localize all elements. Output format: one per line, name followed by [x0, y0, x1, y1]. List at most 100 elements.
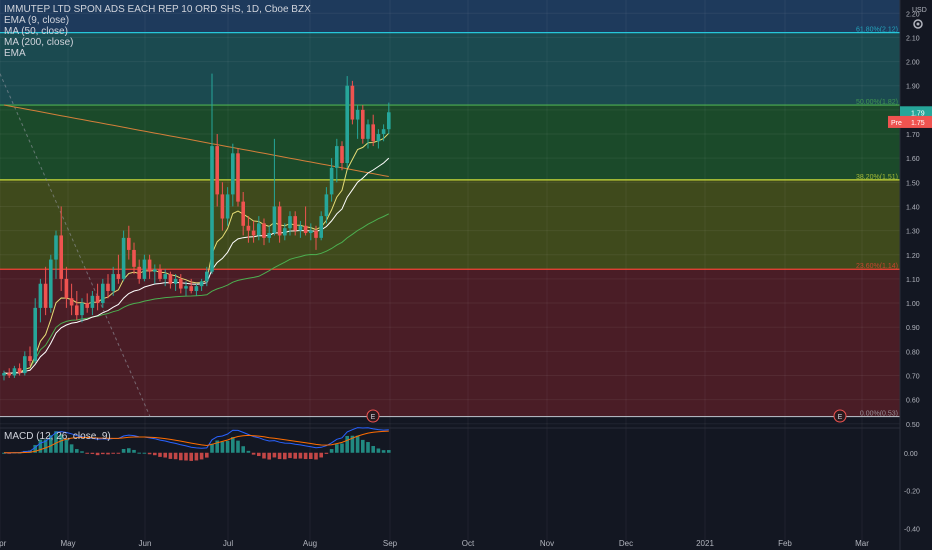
macd-histogram-bar	[28, 450, 32, 453]
macd-histogram-bar	[142, 452, 147, 454]
y-tick-label: 1.50	[906, 180, 920, 187]
macd-histogram-bar	[116, 452, 121, 454]
macd-histogram-bar	[132, 449, 136, 453]
chart-legend: IMMUTEP LTD SPON ADS EACH REP 10 ORD SHS…	[4, 4, 311, 59]
macd-histogram-bar	[49, 435, 53, 453]
y-tick-label: 1.30	[906, 229, 920, 236]
macd-histogram-bar	[194, 452, 199, 461]
indicator-ema[interactable]: EMA	[4, 48, 26, 59]
indicator-ma50[interactable]: MA (50, close)	[4, 26, 68, 37]
candle-body	[12, 368, 17, 376]
currency-label: USD	[912, 7, 927, 14]
y-tick-label: 1.00	[906, 301, 920, 308]
candle-body	[28, 356, 32, 362]
macd-histogram-bar	[251, 452, 256, 455]
macd-histogram-bar	[231, 437, 235, 453]
macd-histogram-bar	[101, 452, 105, 455]
macd-histogram-bar	[205, 452, 209, 458]
macd-histogram-bar	[153, 452, 157, 456]
candle-body	[376, 134, 381, 142]
macd-tick-label: 0.00	[904, 451, 918, 458]
earnings-marker	[833, 409, 847, 423]
candle-body	[355, 109, 360, 120]
candle-body	[329, 167, 334, 195]
macd-histogram-bar	[189, 452, 193, 461]
candle-body	[251, 230, 256, 236]
candle-body	[267, 233, 271, 238]
candle-body	[277, 206, 282, 236]
candle-body	[361, 109, 365, 139]
candle-body	[127, 237, 131, 250]
candle-body	[387, 112, 391, 130]
macd-histogram-bar	[158, 452, 162, 457]
macd-histogram-bar	[350, 435, 355, 453]
macd-histogram-bar	[33, 445, 37, 453]
fib-label: 38.20%(1.51)	[856, 174, 898, 181]
candle-body	[205, 271, 209, 282]
macd-histogram-bar	[298, 452, 303, 459]
candle-body	[173, 278, 178, 284]
last-price-badge	[900, 106, 932, 119]
macd-tick-label: -0.40	[904, 527, 920, 534]
candle-body	[236, 153, 240, 202]
candle-body	[340, 146, 344, 163]
y-tick-label: 1.90	[906, 84, 920, 91]
candle-body	[199, 281, 204, 287]
earnings-marker-label: E	[371, 414, 376, 421]
macd-histogram-bar	[75, 449, 79, 453]
candle-body	[23, 356, 27, 374]
macd-histogram-bar	[267, 452, 271, 460]
candle-body	[75, 305, 79, 316]
candle-body	[111, 274, 115, 291]
macd-histogram-bar	[127, 448, 131, 453]
macd-histogram-bar	[262, 452, 266, 459]
y-tick-label: 1.40	[906, 204, 920, 211]
fib-zone-0	[0, 0, 900, 33]
macd-histogram-bar	[387, 450, 391, 453]
fib-zone-3	[0, 179, 900, 270]
y-tick-label: 2.20	[906, 11, 920, 18]
macd-histogram-bar	[376, 448, 381, 453]
price-axis	[900, 0, 932, 550]
macd-histogram-bar	[121, 449, 126, 453]
macd-histogram-bar	[95, 452, 100, 456]
candle-body	[38, 283, 43, 308]
y-tick-label: 0.80	[906, 349, 920, 356]
candle-body	[246, 225, 251, 231]
macd-histogram-bar	[80, 451, 84, 453]
macd-histogram-bar	[283, 452, 287, 460]
y-tick-label: 0.70	[906, 373, 920, 380]
candle-body	[153, 269, 157, 272]
gear-ring	[913, 19, 923, 29]
indicator-ema9[interactable]: EMA (9, close)	[4, 15, 70, 26]
pre-market-badge	[888, 115, 932, 128]
macd-histogram-bar	[335, 444, 339, 453]
macd-histogram-bar	[345, 435, 349, 453]
candle-body	[2, 373, 6, 376]
macd-histogram-bar	[137, 452, 141, 454]
candle-body	[33, 307, 37, 362]
candle-body	[158, 269, 162, 279]
macd-legend[interactable]: MACD (12, 26, close, 9)	[4, 431, 111, 442]
y-tick-label: 2.10	[906, 35, 920, 42]
fib-label: 50.00%(1.82)	[856, 99, 898, 106]
settings-gear-icon[interactable]	[913, 19, 923, 29]
macd-histogram-bar	[173, 452, 178, 460]
macd-histogram-bar	[293, 452, 297, 459]
fib-label: 23.60%(1.14)	[856, 263, 898, 270]
indicator-ma200[interactable]: MA (200, close)	[4, 37, 74, 48]
macd-histogram-bar	[366, 442, 370, 453]
candle-body	[106, 283, 110, 291]
macd-histogram-bar	[111, 452, 115, 454]
x-tick-label: Nov	[540, 539, 554, 548]
candle-body	[64, 278, 69, 299]
candle-body	[85, 303, 89, 308]
candle-body	[7, 373, 11, 376]
candle-body	[210, 146, 214, 272]
macd-histogram-bar	[106, 452, 110, 455]
candle-body	[142, 259, 147, 279]
macd-histogram-bar	[179, 452, 183, 461]
macd-signal-line	[4, 430, 389, 454]
macd-histogram-bar	[69, 444, 74, 453]
